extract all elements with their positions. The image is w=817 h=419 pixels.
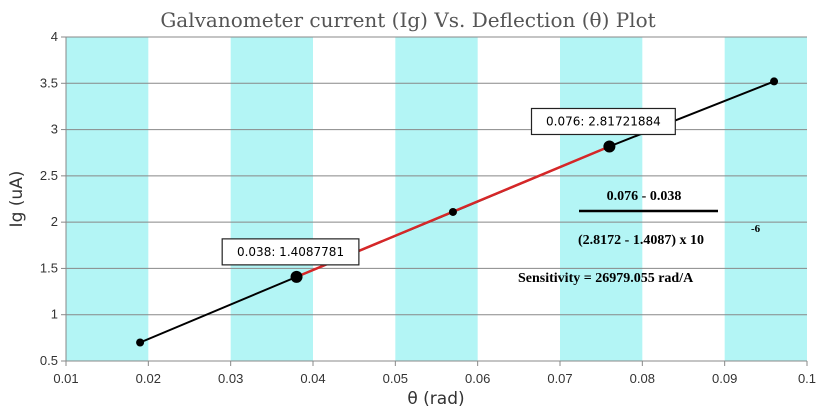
y-tick-labels: 0.5 1 1.5 2 2.5 3 3.5 4 — [40, 29, 58, 368]
y-tick-label: 4 — [51, 29, 58, 44]
tooltip-box — [221, 238, 360, 266]
x-tick-label: 0.06 — [465, 371, 490, 386]
fraction-numerator: 0.076 - 0.038 — [607, 189, 682, 204]
fraction-exponent: -6 — [751, 223, 761, 235]
x-tick-label: 0.02 — [136, 371, 161, 386]
y-tick-label: 3.5 — [40, 75, 58, 90]
tooltip: 0.038: 1.4087781 — [221, 238, 360, 266]
tooltip: 0.076: 2.81721884 — [530, 107, 676, 136]
x-tick-label: 0.04 — [300, 371, 325, 386]
gridlines — [61, 36, 808, 366]
background-bands — [66, 37, 807, 361]
x-tick-label: 0.03 — [218, 371, 243, 386]
fraction-denominator: (2.8172 - 1.4087) x 10 — [578, 233, 704, 248]
data-point[interactable] — [136, 338, 145, 347]
x-tick-label: 0.01 — [53, 371, 78, 386]
tooltip-text: 0.076: 2.81721884 — [546, 114, 661, 128]
tooltips: 0.038: 1.4087781 0.076: 2.81721884 — [221, 107, 676, 266]
axes — [65, 37, 807, 362]
band — [724, 37, 807, 361]
y-tick-label: 1 — [51, 307, 58, 322]
y-axis-label: Ig (uA) — [7, 171, 27, 228]
y-tick-label: 1.5 — [40, 260, 58, 275]
x-tick-label: 0.09 — [712, 371, 737, 386]
data-point[interactable] — [770, 77, 779, 86]
y-tick-label: 3 — [51, 122, 58, 137]
tooltip-box — [530, 107, 676, 136]
y-tick-label: 0.5 — [40, 353, 58, 368]
x-tick-labels: 0.01 0.02 0.03 0.04 0.05 0.06 0.07 0.08 0.09 0.1 — [53, 371, 816, 386]
band — [395, 37, 478, 361]
sensitivity-text: Sensitivity = 26979.055 rad/A — [518, 271, 694, 286]
x-tick-label: 0.1 — [798, 371, 816, 386]
data-point[interactable] — [603, 140, 616, 153]
tooltip-text: 0.038: 1.4087781 — [237, 245, 344, 259]
data-point[interactable] — [290, 270, 303, 283]
x-tick-label: 0.05 — [383, 371, 408, 386]
x-axis-label: θ (rad) — [407, 389, 464, 409]
chart-title: Galvanometer current (Ig) Vs. Deflection… — [160, 8, 655, 32]
band — [560, 37, 643, 361]
band — [230, 37, 313, 361]
band — [66, 37, 149, 361]
y-tick-label: 2.5 — [40, 168, 58, 183]
x-tick-label: 0.08 — [630, 371, 655, 386]
sensitivity-annotation: 0.076 - 0.038 (2.8172 - 1.4087) x 10 -6 … — [518, 189, 761, 286]
x-tick-label: 0.07 — [547, 371, 572, 386]
data-point[interactable] — [448, 207, 457, 216]
y-tick-label: 2 — [51, 214, 58, 229]
